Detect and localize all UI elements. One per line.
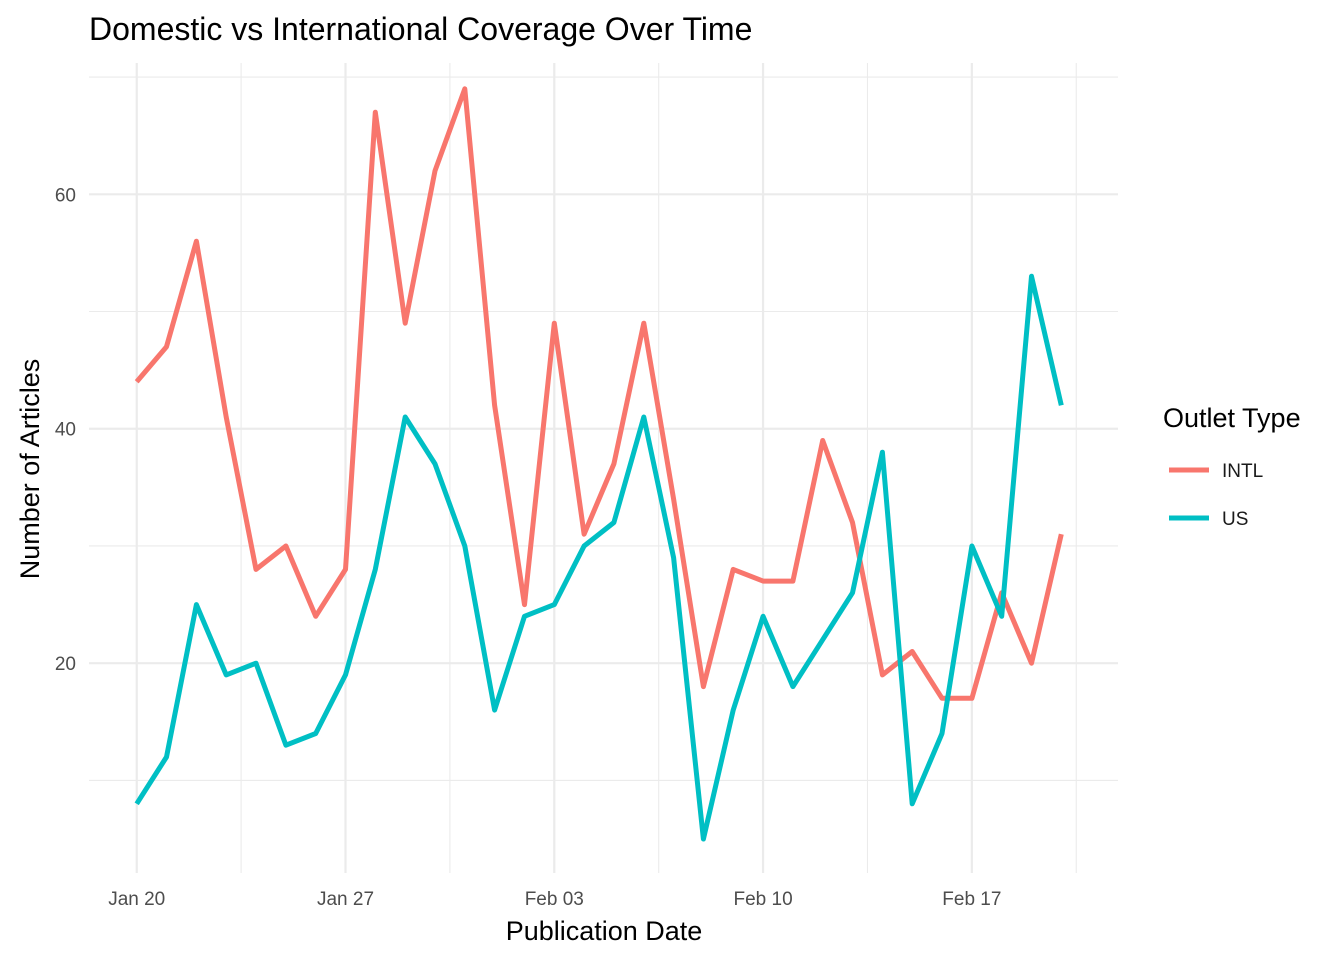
legend-title: Outlet Type xyxy=(1163,403,1301,433)
series-line-intl xyxy=(134,86,1064,701)
legend-items: INTL US xyxy=(1169,461,1263,530)
series-line-us xyxy=(134,273,1064,842)
x-axis-title: Publication Date xyxy=(506,916,703,946)
major-gridlines-y xyxy=(89,193,1118,665)
major-gridlines-x xyxy=(135,63,973,873)
minor-gridlines-x xyxy=(240,63,1077,873)
y-tick-label: 40 xyxy=(55,420,76,441)
x-tick-label: Feb 17 xyxy=(942,889,1001,910)
x-tick-label: Feb 10 xyxy=(733,889,792,910)
minor-gridlines-y xyxy=(89,76,1118,781)
chart-title: Domestic vs International Coverage Over … xyxy=(89,11,752,47)
y-tick-label: 60 xyxy=(55,185,76,206)
y-axis-title: Number of Articles xyxy=(15,359,45,580)
y-axis-ticks: 20 40 60 xyxy=(55,185,76,675)
x-tick-label: Feb 03 xyxy=(525,889,584,910)
x-axis-ticks: Jan 20 Jan 27 Feb 03 Feb 10 Feb 17 xyxy=(108,889,1001,910)
legend: Outlet Type INTL US xyxy=(1163,403,1301,530)
x-tick-label: Jan 20 xyxy=(108,889,165,910)
y-tick-label: 20 xyxy=(55,654,76,675)
legend-label-us: US xyxy=(1222,509,1248,530)
series-layer xyxy=(134,86,1064,842)
x-tick-label: Jan 27 xyxy=(317,889,374,910)
legend-label-intl: INTL xyxy=(1222,461,1263,482)
